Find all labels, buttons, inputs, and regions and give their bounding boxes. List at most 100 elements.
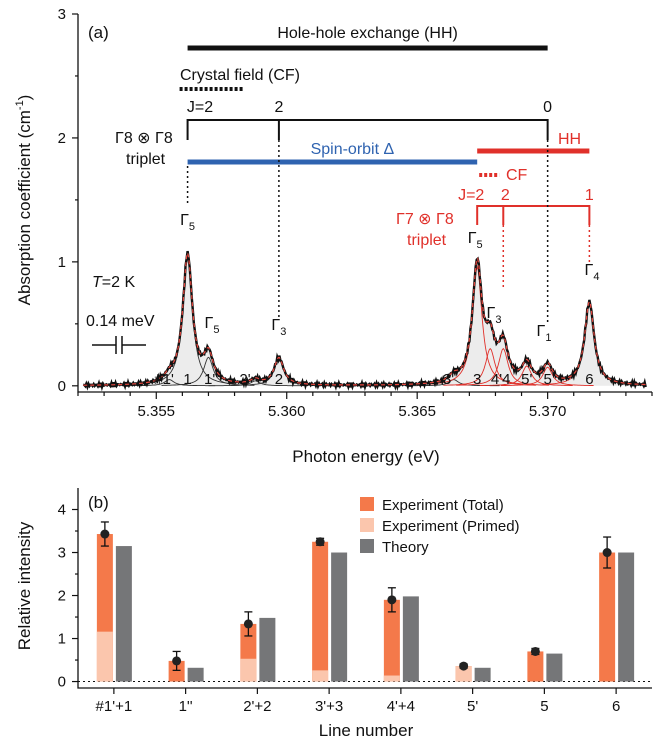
x-tick-label: 5.370 [529, 403, 567, 420]
gamma-label: Γ4 [585, 262, 600, 283]
gamma-label: Γ1 [537, 323, 552, 344]
scale-bar [92, 336, 146, 354]
legend-swatch [360, 497, 374, 511]
y-tick-label: 1 [58, 254, 66, 271]
scale-label: 0.14 meV [86, 313, 155, 330]
bar-primed [312, 670, 329, 682]
j-red-1: J=2 [458, 187, 484, 204]
b-y-tick-label: 1 [58, 631, 66, 648]
b-y-tick-label: 2 [58, 588, 66, 605]
bar-theory [259, 617, 276, 682]
bar-total [527, 651, 544, 682]
triplet-black-1: Γ8 ⊗ Γ8 [115, 130, 173, 147]
b-x-tick-label: 6 [612, 698, 620, 715]
peak-fit-8 [456, 347, 550, 386]
b-y-tick-label: 0 [58, 674, 66, 691]
j-black-bracket [186, 119, 549, 140]
legend-label: Experiment (Primed) [382, 518, 520, 535]
line-label: #1' [154, 371, 174, 388]
b-x-tick-label: #1'+1 [96, 698, 133, 715]
b-y-tick-label: 3 [58, 545, 66, 562]
data-point [387, 595, 397, 605]
hh-red-label: HH [558, 131, 581, 148]
data-point [172, 656, 182, 666]
bar-primed [240, 658, 257, 682]
gamma-label: Γ5 [205, 315, 220, 336]
hh-label: Hole-hole exchange (HH) [277, 25, 458, 42]
line-label: 3' [443, 371, 454, 388]
b-x-tick-label: 2'+2 [243, 698, 271, 715]
panel-b-xlabel: Line number [319, 721, 414, 740]
panel-b-label: (b) [88, 493, 109, 512]
b-x-tick-label: 1'' [179, 698, 193, 715]
bar-primed [455, 666, 472, 682]
bar-theory [618, 552, 635, 682]
panel-a-ylabel: Absorption coefficient (cm-1) [14, 95, 34, 306]
b-y-tick-label: 4 [58, 502, 66, 519]
cf-red-label: CF [506, 167, 528, 184]
j-red-3: 1 [585, 187, 594, 204]
bar-theory [115, 546, 132, 682]
panel-a-label: (a) [88, 23, 109, 42]
panel-a: 0 1 2 3 5.355 5.360 5.365 5.370 (a) Photon ene… [14, 6, 653, 466]
b-x-tick-label: 4'+4 [387, 698, 415, 715]
y-tick-label: 3 [58, 6, 66, 23]
spectrum-line [82, 250, 647, 392]
data-point [459, 661, 469, 671]
legend-label: Experiment (Total) [382, 497, 504, 514]
j-red-2: 2 [501, 187, 510, 204]
panel-b: 0 1 2 3 4 #1'+1 1'' 2'+2 3'+3 4'+4 5' 5 6 Experimen… [15, 488, 652, 740]
bar-theory [402, 596, 419, 682]
temperature-label: T=2 K [92, 274, 135, 291]
bar-primed [383, 675, 400, 682]
gamma-label: Γ5 [468, 230, 483, 251]
bar-primed [96, 631, 113, 682]
x-tick-label: 5.360 [268, 403, 306, 420]
line-label: 6 [585, 371, 593, 388]
line-label: 4'4 [491, 371, 511, 388]
data-point [100, 529, 110, 539]
panel-a-xlabel: Photon energy (eV) [292, 447, 439, 466]
cf-label: Crystal field (CF) [180, 67, 300, 84]
b-x-tick-label: 5 [540, 698, 548, 715]
panel-a-axes [77, 14, 652, 393]
line-label: 1 [183, 371, 191, 388]
peak-fit-9 [479, 365, 573, 386]
data-point [243, 619, 253, 629]
line-label: 2 [275, 371, 283, 388]
line-label: 1'' [204, 371, 218, 388]
triplet-red-2: triplet [407, 232, 447, 249]
j-red-bracket [476, 205, 591, 225]
spectrum-fill [83, 252, 647, 386]
data-point [530, 646, 540, 656]
legend-swatch [360, 539, 374, 553]
bar-theory [187, 667, 204, 682]
y-tick-label: 2 [58, 130, 66, 147]
bar-theory [546, 653, 563, 682]
b-x-tick-label: 3'+3 [315, 698, 343, 715]
data-point [315, 537, 325, 547]
gamma-label: Γ5 [180, 212, 195, 233]
j-black-1: J=2 [187, 99, 213, 116]
peak-fit-3 [208, 380, 302, 387]
data-point [602, 548, 612, 558]
panel-b-axes [77, 488, 652, 689]
peak-fit-10 [500, 366, 594, 386]
j-black-3: 0 [543, 99, 552, 116]
x-tick-label: 5.355 [137, 403, 175, 420]
y-tick-label: 0 [58, 378, 66, 395]
x-tick-label: 5.365 [398, 403, 436, 420]
b-x-tick-label: 5' [467, 698, 478, 715]
panel-b-ylabel: Relative intensity [15, 521, 34, 650]
bar-total [312, 541, 329, 682]
bar-theory [331, 552, 348, 682]
line-label: 5 [543, 371, 551, 388]
gamma-label: Γ3 [487, 305, 502, 326]
line-label: 5' [521, 371, 532, 388]
legend-swatch [360, 518, 374, 532]
gamma-label: Γ3 [271, 317, 286, 338]
spin-orbit-label: Spin-orbit Δ [311, 141, 395, 158]
peak-fit-7 [443, 347, 537, 386]
bar-total [599, 552, 616, 682]
